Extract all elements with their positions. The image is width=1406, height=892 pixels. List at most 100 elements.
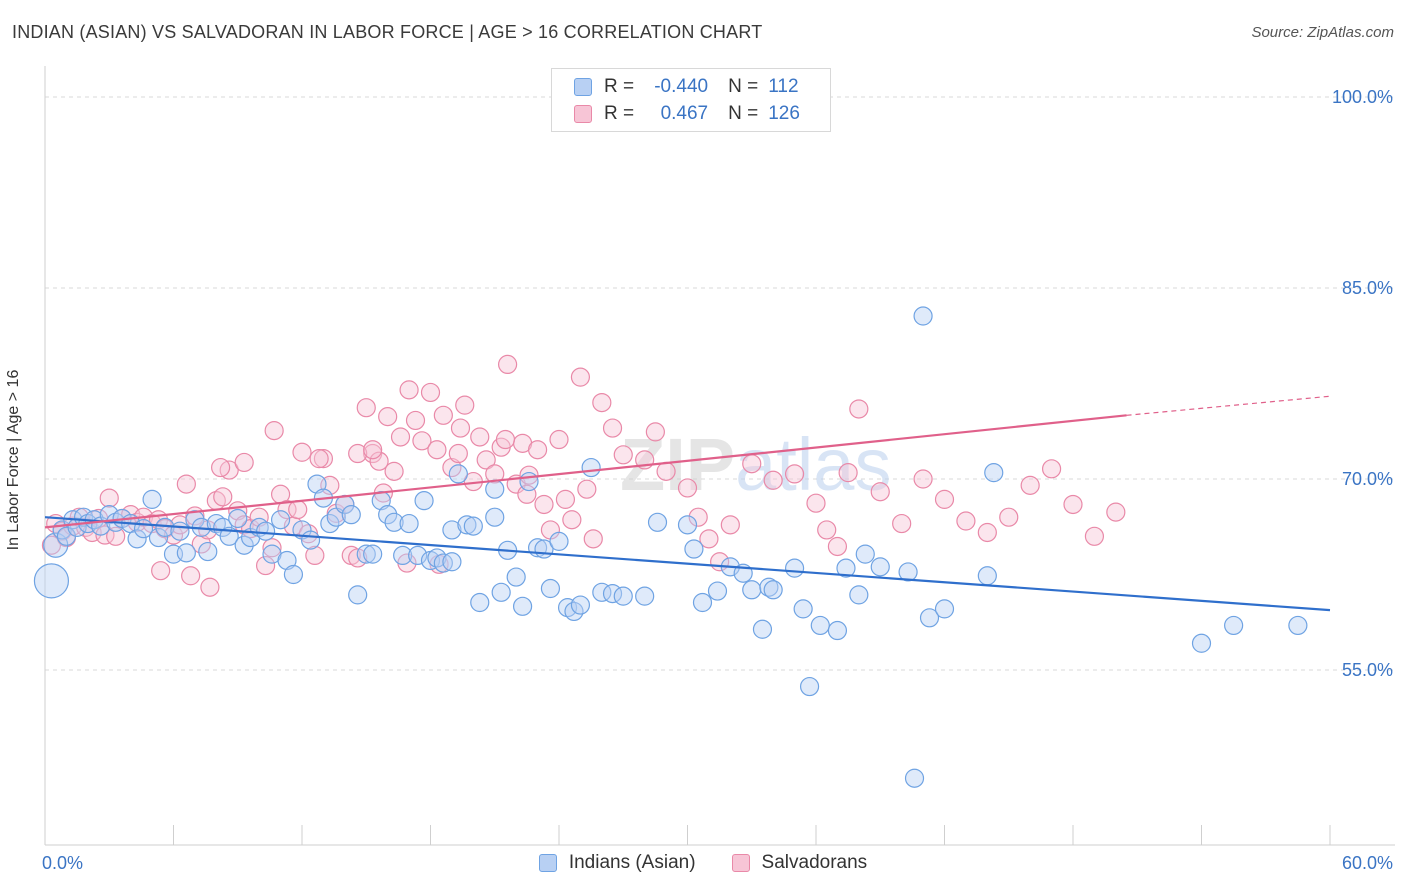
data-point — [752, 619, 773, 639]
tick-labels: 55.0% 70.0% 85.0% 100.0% 0.0% 60.0% — [42, 87, 1393, 873]
data-point — [485, 479, 505, 499]
data-point — [613, 445, 633, 465]
data-point — [448, 443, 468, 464]
trend-line-salvadoran — [44, 414, 1127, 529]
legend-row-salvadoran: R = 0.467 N = 126 — [574, 102, 800, 126]
y-tick-label: 70.0% — [1342, 469, 1393, 489]
data-point — [142, 489, 162, 509]
data-point — [420, 382, 441, 403]
data-point — [41, 535, 62, 555]
data-point — [892, 513, 912, 534]
data-point — [148, 527, 169, 548]
data-point — [213, 487, 233, 507]
data-point — [570, 367, 591, 387]
legend-r-label: R = — [604, 76, 635, 97]
data-point — [763, 470, 783, 490]
data-point — [688, 507, 708, 527]
data-point — [127, 529, 147, 549]
data-point — [491, 582, 511, 602]
data-point — [913, 306, 933, 326]
data-point — [977, 566, 997, 586]
data-point — [485, 464, 505, 484]
data-point — [433, 405, 453, 425]
data-point — [408, 545, 428, 566]
data-point — [645, 422, 665, 442]
data-point — [707, 581, 728, 601]
data-point — [378, 407, 398, 427]
data-point — [1191, 633, 1212, 653]
data-point — [151, 561, 171, 581]
data-point — [583, 529, 603, 549]
data-point — [827, 536, 848, 557]
data-point — [999, 507, 1019, 527]
data-point — [692, 592, 713, 613]
data-point — [277, 550, 297, 571]
data-point — [635, 586, 655, 606]
data-point — [656, 461, 676, 481]
data-point — [170, 515, 190, 535]
legend-swatch-salvadoran — [574, 105, 592, 123]
data-point — [442, 520, 462, 540]
data-point — [234, 535, 254, 555]
data-point — [412, 431, 432, 451]
series-swatch-indian — [538, 854, 557, 872]
data-point — [562, 510, 582, 530]
data-point — [356, 398, 376, 418]
data-point — [170, 521, 190, 541]
series-legend-label: Salvadorans — [761, 852, 868, 873]
data-point — [806, 493, 826, 513]
x-tick-label: 60.0% — [1342, 853, 1393, 873]
data-point — [498, 354, 518, 374]
data-point — [1063, 494, 1083, 515]
data-point — [234, 452, 254, 473]
data-point — [977, 522, 997, 543]
data-point — [200, 577, 220, 597]
data-point — [838, 463, 858, 483]
trend-lines — [44, 395, 1331, 612]
data-point — [1020, 475, 1040, 495]
data-point — [699, 529, 719, 549]
data-point — [384, 461, 404, 481]
data-point — [849, 399, 869, 419]
data-point — [555, 489, 576, 509]
data-point — [378, 505, 398, 525]
data-point — [369, 451, 389, 471]
data-point — [405, 410, 426, 431]
data-point — [427, 440, 447, 460]
data-point — [592, 393, 612, 413]
data-point — [742, 454, 762, 474]
data-point — [512, 596, 533, 616]
data-point — [519, 465, 539, 485]
data-point — [763, 580, 783, 600]
watermark: ZIPatlas — [620, 423, 891, 506]
data-point — [984, 463, 1004, 483]
data-point — [384, 512, 404, 532]
data-point — [527, 440, 548, 460]
data-point — [450, 418, 471, 438]
data-point — [684, 539, 704, 559]
series-swatch-salvadoran — [731, 854, 750, 872]
data-point — [647, 512, 668, 532]
y-tick-label: 85.0% — [1342, 278, 1393, 298]
indian-points — [33, 306, 1308, 788]
data-point — [255, 555, 276, 576]
data-point — [211, 457, 231, 478]
data-point — [277, 499, 297, 520]
x-tick-label: 0.0% — [42, 853, 83, 873]
data-point — [810, 615, 830, 636]
data-point — [427, 548, 447, 568]
data-point — [919, 608, 940, 628]
data-point — [934, 489, 955, 509]
data-point — [613, 586, 633, 606]
legend-swatch-indian — [574, 78, 592, 96]
data-point — [549, 531, 569, 551]
data-point — [99, 488, 119, 508]
data-point — [485, 507, 505, 527]
data-point — [399, 513, 419, 534]
data-point — [264, 421, 284, 441]
data-point — [176, 543, 196, 563]
legend-n-label: N = — [728, 103, 759, 124]
data-point — [283, 564, 304, 585]
data-point — [720, 515, 740, 535]
